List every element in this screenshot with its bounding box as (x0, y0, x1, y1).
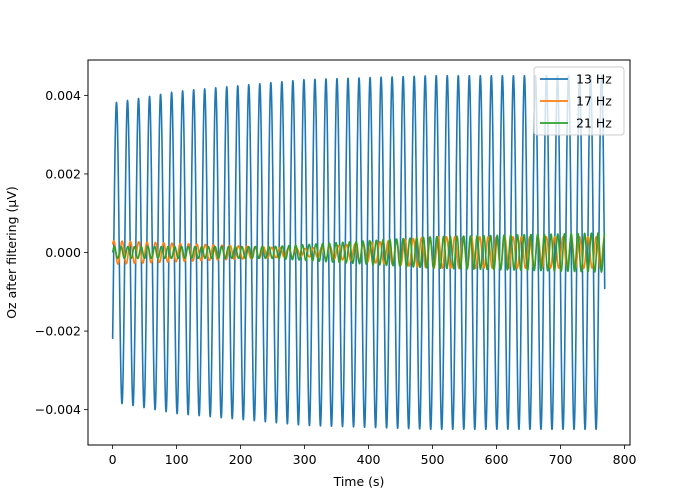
legend-label: 17 Hz (576, 94, 612, 109)
x-tick-label: 100 (165, 452, 189, 467)
y-tick-label: 0.004 (45, 88, 81, 103)
series-line-21-hz (111, 232, 606, 273)
x-tick-label: 0 (109, 452, 117, 467)
x-axis: 0 100 200 300 400 500 600 700 800 (109, 445, 637, 467)
x-axis-label: Time (s) (333, 474, 385, 489)
y-tick-label: −0.002 (35, 324, 81, 339)
legend-label: 13 Hz (576, 72, 612, 87)
x-tick-label: 500 (421, 452, 445, 467)
legend: 13 Hz 17 Hz 21 Hz (533, 66, 625, 136)
y-tick-label: −0.004 (35, 402, 81, 417)
x-tick-label: 700 (549, 452, 573, 467)
x-tick-label: 200 (229, 452, 253, 467)
x-tick-label: 600 (485, 452, 509, 467)
y-tick-label: 0.002 (45, 166, 81, 181)
x-tick-label: 800 (613, 452, 637, 467)
x-tick-label: 400 (357, 452, 381, 467)
x-tick-label: 300 (293, 452, 317, 467)
legend-box (533, 66, 625, 136)
plot-lines (111, 74, 606, 431)
y-tick-label: 0.000 (45, 245, 81, 260)
legend-label: 21 Hz (576, 116, 612, 131)
y-axis: −0.004 −0.002 0.000 0.002 0.004 (35, 88, 88, 417)
y-axis-label: Oz after filtering (μV) (4, 186, 19, 319)
series-line-13-hz (111, 74, 606, 431)
